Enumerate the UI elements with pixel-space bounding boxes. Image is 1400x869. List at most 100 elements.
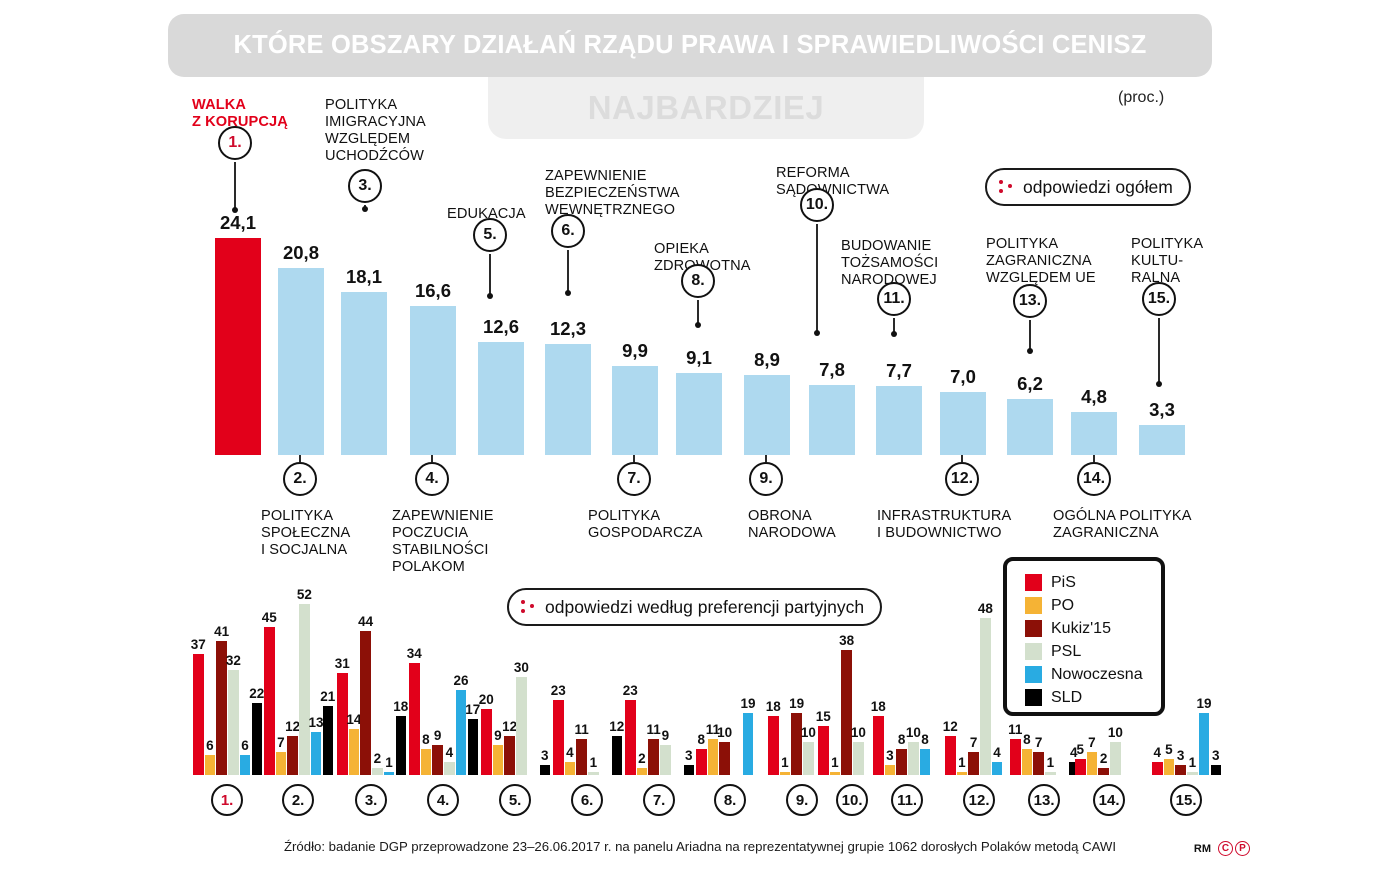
main-category-label: INFRASTRUKTURA I BUDOWNICTWO: [877, 508, 1012, 542]
party-bar-6-PSL: [588, 771, 599, 775]
party-bar-value: 11: [705, 721, 721, 737]
leader-line: [765, 455, 767, 462]
legend-label: PO: [1051, 596, 1075, 614]
party-bar-value: 2: [1099, 751, 1108, 767]
main-category-label: ZAPEWNIENIE POCZUCIA STABILNOŚCI POLAKOM: [392, 508, 494, 576]
party-bar-value: 48: [977, 600, 993, 616]
party-bar-8-Nowoczesna: [742, 712, 754, 775]
legend-swatch-icon: [1025, 643, 1042, 660]
party-bar-14-Kukiz15: [1098, 768, 1109, 775]
party-bar-8-PiS: [696, 748, 707, 775]
party-bar-13-PO: [1021, 748, 1033, 775]
party-bar-3-SLD: [395, 715, 406, 775]
party-bar-value: 38: [839, 633, 855, 649]
party-bar-value: 34: [406, 646, 422, 662]
party-bar-value: 7: [969, 735, 978, 751]
party-bar-7-PiS: [625, 699, 636, 775]
party-bar-1-SLD: [251, 702, 262, 775]
main-category-label: POLITYKA KULTU- RALNA: [1131, 236, 1204, 287]
party-bar-2-PiS: [264, 627, 275, 775]
party-bar-value: 10: [850, 725, 866, 741]
leader-line: [697, 300, 699, 325]
main-rank-badge-2: 2.: [283, 462, 317, 496]
party-bar-2-PO: [275, 752, 287, 775]
page-subtitle: NAJBARDZIEJ: [587, 89, 825, 126]
party-bar-9-PO: [779, 771, 791, 775]
party-bar-4-Nowoczesna: [455, 689, 467, 775]
party-bar-value: 18: [765, 698, 781, 714]
main-bar-6: [545, 344, 591, 455]
party-bar-value: 13: [308, 715, 324, 731]
party-bar-value: 18: [870, 698, 886, 714]
party-bar-7-PO: [636, 768, 648, 775]
main-bar-7: [612, 365, 658, 455]
party-bar-2-PSL: [299, 604, 310, 775]
party-bar-value: 9: [661, 728, 670, 744]
party-bar-value: 1: [831, 754, 839, 770]
party-bar-value: 7: [277, 735, 285, 751]
leader-line: [1029, 320, 1031, 351]
party-rank-badge-12: 12.: [963, 784, 996, 816]
party-bar-6-SLD: [611, 735, 622, 775]
main-bar-13: [1007, 399, 1053, 455]
leader-dot: [695, 322, 701, 328]
party-rank-badge-6: 6.: [571, 784, 604, 816]
party-bar-value: 11: [646, 721, 661, 737]
party-bar-3-Nowoczesna: [383, 771, 395, 775]
party-bar-value: 12: [502, 718, 518, 734]
main-category-label: POLITYKA IMIGRACYJNA WZGLĘDEM UCHODŹCÓW: [325, 97, 426, 165]
legend-label: Nowoczesna: [1051, 665, 1143, 683]
party-bar-11-PiS: [873, 715, 884, 775]
party-bar-15-PO: [1163, 758, 1175, 775]
party-bar-13-PiS: [1010, 738, 1021, 775]
party-rank-badge-5: 5.: [499, 784, 532, 816]
party-bar-12-PSL: [980, 617, 991, 775]
legend-label: Kukiz'15: [1051, 619, 1111, 637]
badge-overall-answers: odpowiedzi ogółem: [985, 168, 1191, 206]
main-bar-value-10: 7,8: [819, 358, 845, 380]
party-bar-value: 9: [433, 728, 442, 744]
party-bar-value: 21: [320, 689, 336, 705]
party-bar-value: 7: [1034, 735, 1043, 751]
main-bar-value-6: 12,3: [549, 318, 586, 340]
party-bar-value: 8: [897, 731, 906, 747]
leader-dot: [891, 331, 897, 337]
leader-dot: [487, 293, 493, 299]
party-bar-11-PSL: [908, 742, 919, 775]
party-bar-12-Kukiz15: [968, 752, 979, 775]
party-bar-14-PiS: [1075, 758, 1086, 775]
party-bar-5-SLD: [539, 765, 550, 775]
main-bar-1: [215, 238, 261, 455]
main-rank-badge-12: 12.: [945, 462, 979, 496]
main-bar-4: [410, 305, 456, 455]
party-bar-value: 20: [478, 692, 494, 708]
party-rank-badge-4: 4.: [427, 784, 460, 816]
party-bar-value: 2: [638, 751, 646, 767]
party-bar-value: 18: [393, 698, 409, 714]
party-bar-value: 10: [905, 725, 921, 741]
leader-dot: [814, 330, 820, 336]
main-rank-badge-10: 10.: [800, 188, 834, 222]
party-bar-value: 3: [1176, 748, 1185, 764]
party-bar-9-Kukiz15: [791, 712, 802, 775]
party-bar-value: 23: [550, 682, 566, 698]
party-bar-value: 17: [465, 702, 481, 718]
party-bar-4-PSL: [444, 761, 455, 775]
main-category-label: OGÓLNA POLITYKA ZAGRANICZNA: [1053, 508, 1192, 542]
party-rank-badge-15: 15.: [1170, 784, 1203, 816]
party-rank-badge-7: 7.: [643, 784, 676, 816]
party-bar-1-PSL: [228, 670, 239, 775]
leader-line: [489, 254, 491, 296]
main-bar-value-14: 4,8: [1081, 385, 1107, 407]
main-rank-badge-15: 15.: [1142, 282, 1176, 316]
main-rank-badge-8: 8.: [681, 264, 715, 298]
legend-label: PSL: [1051, 642, 1082, 660]
party-bar-14-PSL: [1110, 742, 1121, 775]
party-bar-value: 12: [942, 718, 958, 734]
party-rank-badge-2: 2.: [282, 784, 315, 816]
leader-dot: [1156, 381, 1162, 387]
main-bar-15: [1139, 425, 1185, 455]
party-bar-value: 52: [296, 587, 312, 603]
copyright-p-icon: P: [1235, 841, 1250, 856]
legend-label: PiS: [1051, 573, 1076, 591]
